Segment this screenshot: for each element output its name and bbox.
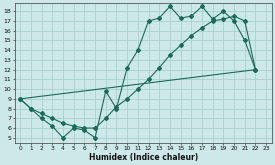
X-axis label: Humidex (Indice chaleur): Humidex (Indice chaleur) (89, 152, 198, 162)
